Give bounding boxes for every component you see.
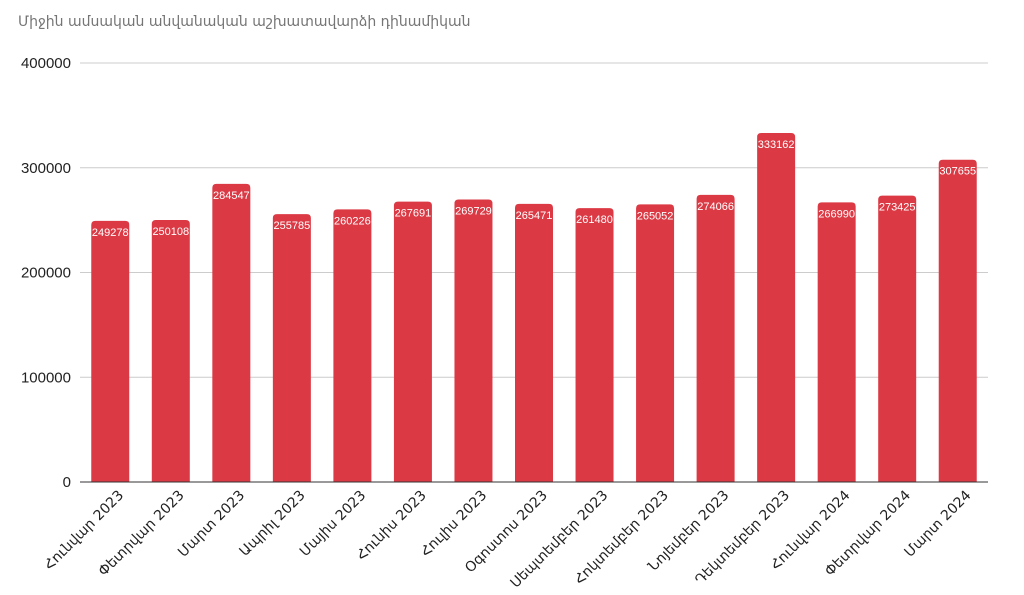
y-tick-label: 300000 [21, 160, 71, 177]
y-tick-label: 100000 [21, 369, 71, 386]
data-labels: 249278 250108 284547 255785 260226 267691 2697… [92, 139, 976, 239]
bar [333, 209, 372, 482]
data-label: 255785 [274, 220, 311, 232]
bar [91, 220, 130, 483]
y-tick-label: 0 [63, 474, 71, 491]
bar [515, 203, 553, 482]
y-axis-tick-labels: 0 100000 200000 300000 400000 [21, 55, 71, 491]
data-label: 267691 [395, 208, 432, 220]
chart-title: Միջին ամսական անվանական աշխատավարձի դինա… [18, 14, 471, 30]
data-label: 284547 [213, 190, 250, 202]
bar [696, 194, 735, 482]
y-tick-label: 200000 [21, 265, 71, 282]
data-label: 250108 [152, 226, 189, 238]
bar [878, 195, 917, 482]
data-label: 261480 [576, 214, 613, 226]
data-label: 265471 [516, 210, 553, 222]
data-label: 333162 [758, 139, 795, 151]
data-label: 307655 [939, 166, 976, 178]
bar [393, 201, 432, 482]
bar [212, 183, 251, 482]
bar [575, 208, 614, 482]
data-label: 260226 [334, 215, 371, 227]
data-label: 273425 [879, 202, 916, 214]
data-label: 249278 [92, 227, 129, 239]
bar [454, 199, 493, 483]
bar [636, 204, 675, 482]
bar [938, 159, 977, 482]
bar [272, 214, 311, 482]
bar [151, 220, 190, 482]
bar [817, 202, 856, 482]
data-label: 269729 [455, 205, 492, 217]
bar [757, 133, 796, 482]
data-label: 266990 [818, 208, 855, 220]
bars [91, 133, 977, 483]
y-tick-label: 400000 [21, 55, 71, 72]
data-label: 265052 [637, 210, 674, 222]
data-label: 274066 [697, 201, 734, 213]
